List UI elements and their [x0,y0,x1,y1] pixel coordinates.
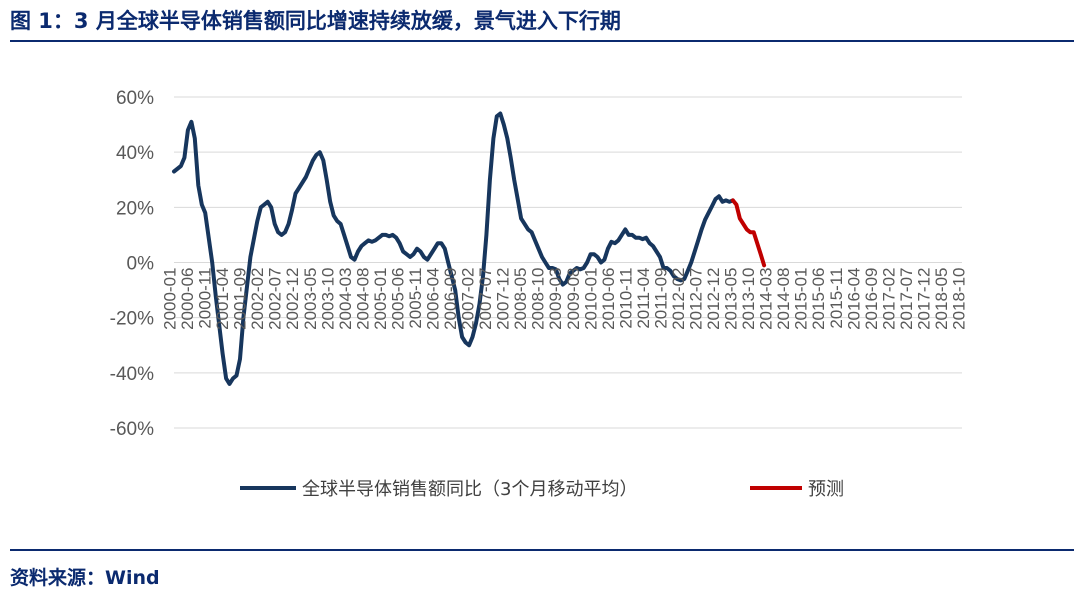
series-lines [172,111,767,386]
x-tick-label: 2012-07 [686,268,705,330]
x-tick-label: 2008-10 [529,268,548,330]
x-tick-label: 2002-07 [266,268,285,330]
x-tick-label: 2003-10 [318,268,337,330]
y-tick-label: -40% [110,364,154,385]
x-tick-label: 2017-07 [897,268,916,330]
x-tick-label: 2000-06 [178,268,197,330]
gridlines [174,96,962,429]
y-tick-label: 40% [116,143,154,164]
x-tick-label: 2011-04 [634,268,653,329]
x-tick-label: 2013-10 [739,268,758,330]
x-tick-label: 2010-01 [581,268,600,330]
x-tick-label: 2012-12 [704,268,723,330]
x-axis-ticks: 2000-012000-062000-112001-042001-092002-… [160,267,968,329]
y-tick-label: -60% [110,419,154,440]
x-tick-label: 2000-11 [196,268,215,329]
x-tick-label: 2010-06 [599,268,618,330]
x-tick-label: 2017-02 [879,268,898,330]
y-axis-ticks: 60% 40% 20% 0% -20% -40% -60% [110,88,154,440]
y-tick-label: 60% [116,88,154,109]
legend-label: 全球半导体销售额同比（3个月移动平均） [302,479,637,500]
x-tick-label: 2005-01 [371,268,390,330]
series-line-actual [172,111,735,386]
x-tick-label: 2006-09 [441,268,460,330]
x-tick-label: 2009-08 [564,268,583,330]
x-tick-label: 2014-03 [757,268,776,330]
y-tick-label: -20% [110,309,154,330]
legend-label: 预测 [808,479,844,500]
x-tick-label: 2015-06 [809,268,828,330]
x-tick-label: 2007-07 [476,267,495,329]
x-tick-label: 2017-12 [914,268,933,330]
bottom-divider [10,549,1074,551]
x-tick-label: 2004-08 [353,268,372,330]
legend: 全球半导体销售额同比（3个月移动平均） 预测 [240,479,844,500]
x-tick-label: 2001-09 [231,268,250,330]
x-tick-label: 2005-11 [406,268,425,329]
x-tick-label: 2000-01 [160,268,179,330]
x-tick-label: 2007-12 [494,267,513,329]
figure-title-text: 图 1：3 月全球半导体销售额同比增速持续放缓，景气进入下行期 [10,9,621,33]
x-tick-label: 2018-05 [932,268,951,330]
x-tick-label: 2002-12 [283,268,302,330]
x-tick-label: 2003-05 [301,268,320,330]
x-tick-label: 2013-05 [722,268,741,330]
x-tick-label: 2004-03 [336,268,355,330]
figure-title: 图 1：3 月全球半导体销售额同比增速持续放缓，景气进入下行期 [10,4,1074,42]
x-tick-label: 2012-02 [669,268,688,330]
x-tick-label: 2008-05 [511,268,530,330]
source-note: 资料来源：Wind [10,567,160,589]
x-tick-label: 2005-06 [388,268,407,330]
x-tick-label: 2011-09 [651,268,670,329]
x-tick-label: 2018-10 [949,268,968,330]
x-tick-label: 2009-03 [546,268,565,330]
x-tick-label: 2001-04 [213,268,232,330]
line-chart: 60%40%20%0%-20%-40%-60% 2000-012000-0620… [110,88,969,500]
x-tick-label: 2015-01 [792,268,811,330]
y-tick-label: 20% [116,198,154,219]
x-tick-label: 2014-08 [774,268,793,330]
x-tick-label: 2007-02 [459,267,478,329]
x-tick-label: 2006-04 [423,268,442,330]
series-line-forecast [730,198,767,268]
x-tick-label: 2010-11 [616,268,635,329]
x-tick-label: 2016-04 [844,268,863,330]
x-tick-label: 2002-02 [248,268,267,330]
x-tick-label: 2016-09 [862,268,881,330]
x-tick-label: 2015-11 [827,268,846,329]
y-tick-label: 0% [127,254,155,275]
